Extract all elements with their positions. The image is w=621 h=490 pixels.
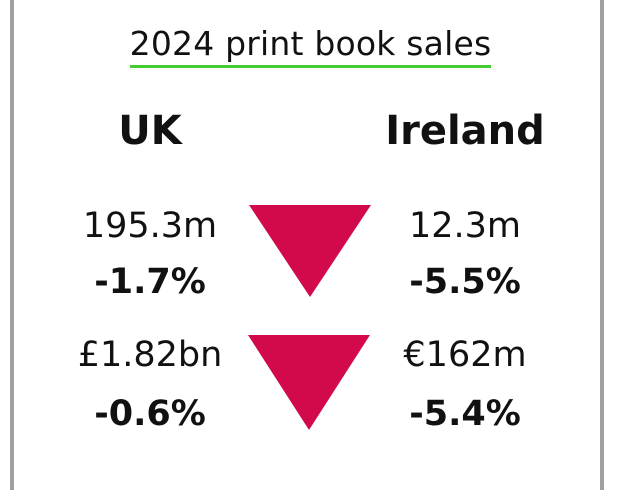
- page-title: 2024 print book sales: [0, 24, 621, 68]
- uk-value-value: £1.82bn: [77, 335, 223, 375]
- ireland-value-change: -5.4%: [409, 394, 521, 434]
- ireland-volume-value: 12.3m: [408, 206, 522, 246]
- down-triangle-icon: [249, 205, 371, 297]
- uk-volume-value: 195.3m: [82, 206, 218, 246]
- ireland-volume-change: -5.5%: [409, 262, 521, 302]
- uk-volume-change: -1.7%: [94, 262, 206, 302]
- uk-value-change: -0.6%: [94, 394, 206, 434]
- card-frame: [10, 0, 604, 490]
- title-text: 2024 print book sales: [129, 24, 492, 68]
- ireland-value-value: €162m: [403, 335, 527, 375]
- down-triangle-icon: [248, 335, 370, 430]
- country-uk-heading: UK: [118, 108, 182, 154]
- country-ireland-heading: Ireland: [385, 108, 545, 154]
